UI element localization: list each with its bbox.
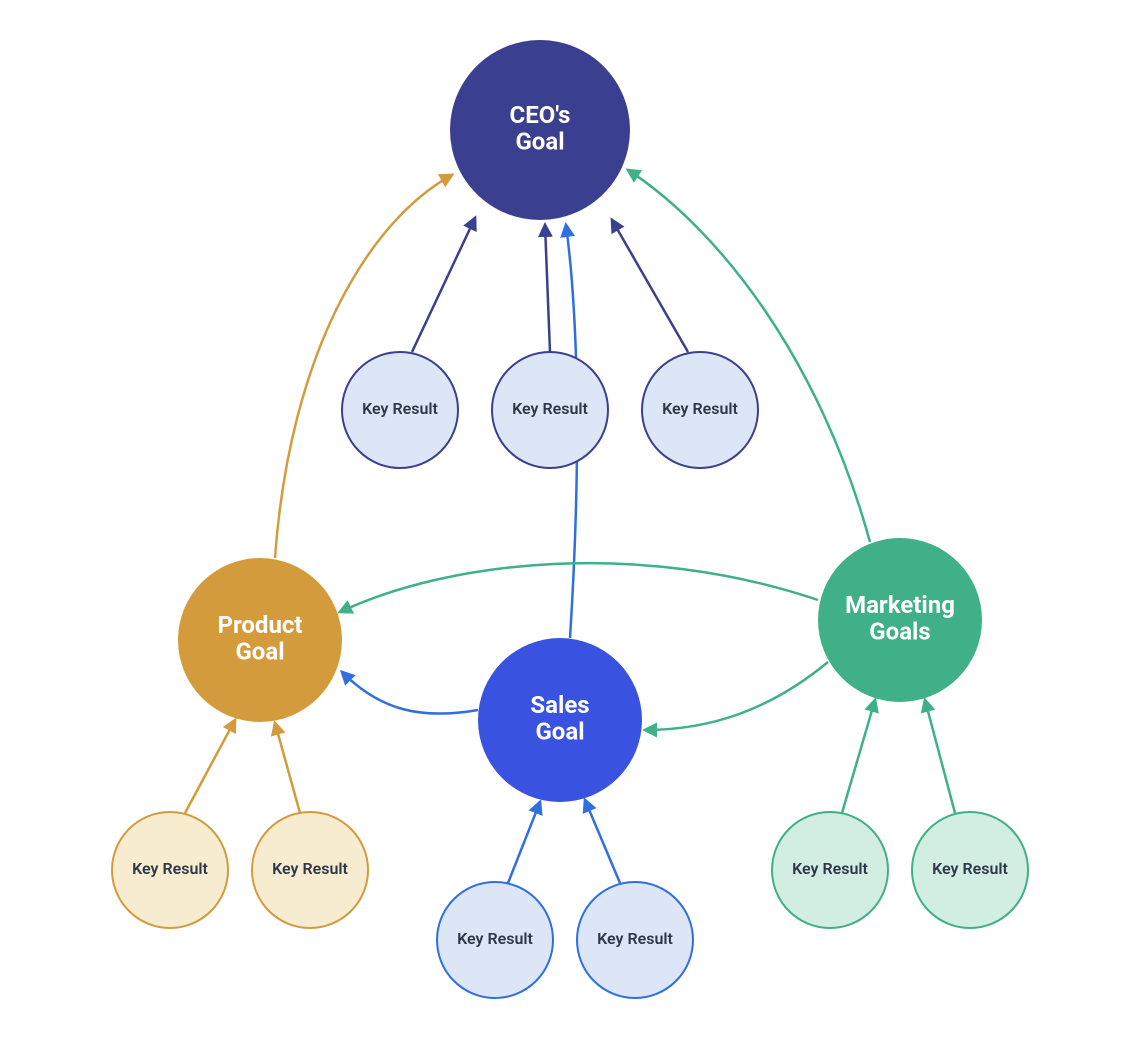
marketing_kr2-node: Key Result	[912, 812, 1028, 928]
marketing-label-line2: Goals	[869, 618, 930, 646]
ceo-label-line2: Goal	[515, 128, 564, 156]
product_kr2-node: Key Result	[252, 812, 368, 928]
nodes-layer: CEO'sGoalProductGoalSalesGoalMarketingGo…	[112, 40, 1028, 998]
marketing-label-line1: Marketing	[845, 591, 955, 619]
okr-diagram: CEO'sGoalProductGoalSalesGoalMarketingGo…	[0, 0, 1140, 1042]
marketing-to-sales	[645, 662, 828, 730]
marketing-node: MarketingGoals	[818, 538, 982, 702]
marketing_kr1-label: Key Result	[792, 859, 868, 878]
kr3-to-ceo	[612, 220, 688, 352]
sales-label-line2: Goal	[535, 718, 584, 746]
mkr1-to-marketing	[842, 700, 875, 813]
ceo_kr3-label: Key Result	[662, 399, 738, 418]
sales-to-product	[342, 672, 478, 714]
skr2-to-sales	[585, 800, 620, 883]
sales_kr2-label: Key Result	[597, 929, 673, 948]
ceo_kr2-node: Key Result	[492, 352, 608, 468]
marketing-to-ceo	[628, 170, 870, 542]
ceo-label-line1: CEO's	[510, 101, 571, 129]
marketing_kr2-label: Key Result	[932, 859, 1008, 878]
marketing_kr1-node: Key Result	[772, 812, 888, 928]
sales_kr1-node: Key Result	[437, 882, 553, 998]
sales-node: SalesGoal	[478, 638, 642, 802]
ceo_kr1-node: Key Result	[342, 352, 458, 468]
product-label-line1: Product	[217, 611, 302, 639]
kr2-to-ceo	[545, 225, 550, 352]
sales-label-line1: Sales	[530, 691, 589, 719]
product_kr1-node: Key Result	[112, 812, 228, 928]
product_kr1-label: Key Result	[132, 859, 208, 878]
kr1-to-ceo	[412, 218, 475, 352]
sales_kr2-node: Key Result	[577, 882, 693, 998]
skr1-to-sales	[508, 802, 540, 883]
product-label-line2: Goal	[235, 638, 284, 666]
ceo_kr3-node: Key Result	[642, 352, 758, 468]
ceo_kr2-label: Key Result	[512, 399, 588, 418]
marketing-to-product	[340, 563, 818, 612]
sales_kr1-label: Key Result	[457, 929, 533, 948]
pkr2-to-product	[275, 723, 300, 813]
product-node: ProductGoal	[178, 558, 342, 722]
ceo_kr1-label: Key Result	[362, 399, 438, 418]
product_kr2-label: Key Result	[272, 859, 348, 878]
ceo-node: CEO'sGoal	[450, 40, 630, 220]
mkr2-to-marketing	[925, 700, 955, 813]
pkr1-to-product	[185, 720, 235, 813]
